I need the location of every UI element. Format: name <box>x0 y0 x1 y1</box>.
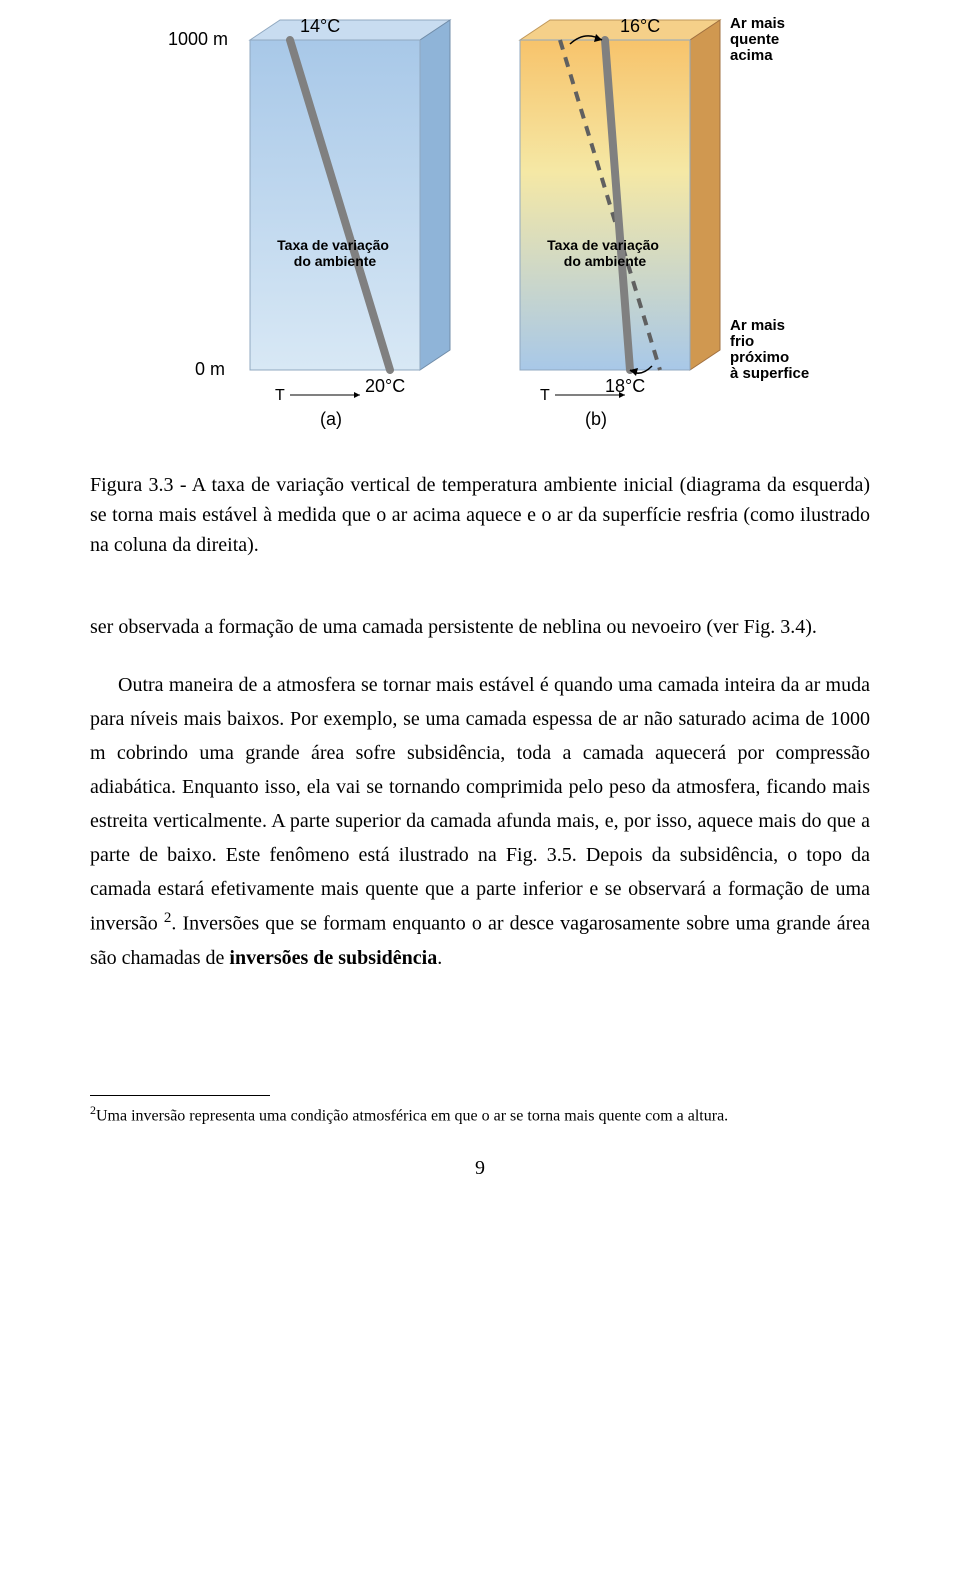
figure-3-3: 14°C 20°C 1000 m 0 m Taxa de variação do… <box>90 0 870 440</box>
panel-b: 16°C 18°C Taxa de variação do ambiente T… <box>520 15 809 429</box>
panel-label-b: (b) <box>585 409 607 429</box>
svg-text:T: T <box>275 387 285 404</box>
panel-label-a: (a) <box>320 409 342 429</box>
page: 14°C 20°C 1000 m 0 m Taxa de variação do… <box>0 0 960 1240</box>
figure-svg: 14°C 20°C 1000 m 0 m Taxa de variação do… <box>140 0 820 440</box>
temp-bottom-a: 20°C <box>365 376 405 396</box>
temp-top-a: 14°C <box>300 16 340 36</box>
footnote: 2Uma inversão representa uma condição at… <box>90 1102 870 1128</box>
temp-top-b: 16°C <box>620 16 660 36</box>
svg-text:Ar mais frio: Ar mais frio próximo à superfice <box>730 317 809 382</box>
temp-bottom-b: 18°C <box>605 376 645 396</box>
footnote-rule <box>90 1095 270 1096</box>
svg-text:Ar mais quente: Ar mais quente acima <box>730 15 789 64</box>
para-2: Outra maneira de a atmosfera se tornar m… <box>90 668 870 975</box>
panel-a: 14°C 20°C 1000 m 0 m Taxa de variação do… <box>168 16 450 429</box>
page-number: 9 <box>90 1157 870 1200</box>
alt-bottom: 0 m <box>195 359 225 379</box>
para-leadin: ser observada a formação de uma camada p… <box>90 610 870 644</box>
svg-text:Taxa de variação do: Taxa de variação do ambiente <box>547 237 663 269</box>
figure-caption: Figura 3.3 - A taxa de variação vertical… <box>90 470 870 560</box>
body-text: ser observada a formação de uma camada p… <box>90 610 870 975</box>
svg-text:Taxa de variação do: Taxa de variação do ambiente <box>277 237 393 269</box>
svg-text:T: T <box>540 387 550 404</box>
alt-top: 1000 m <box>168 29 228 49</box>
